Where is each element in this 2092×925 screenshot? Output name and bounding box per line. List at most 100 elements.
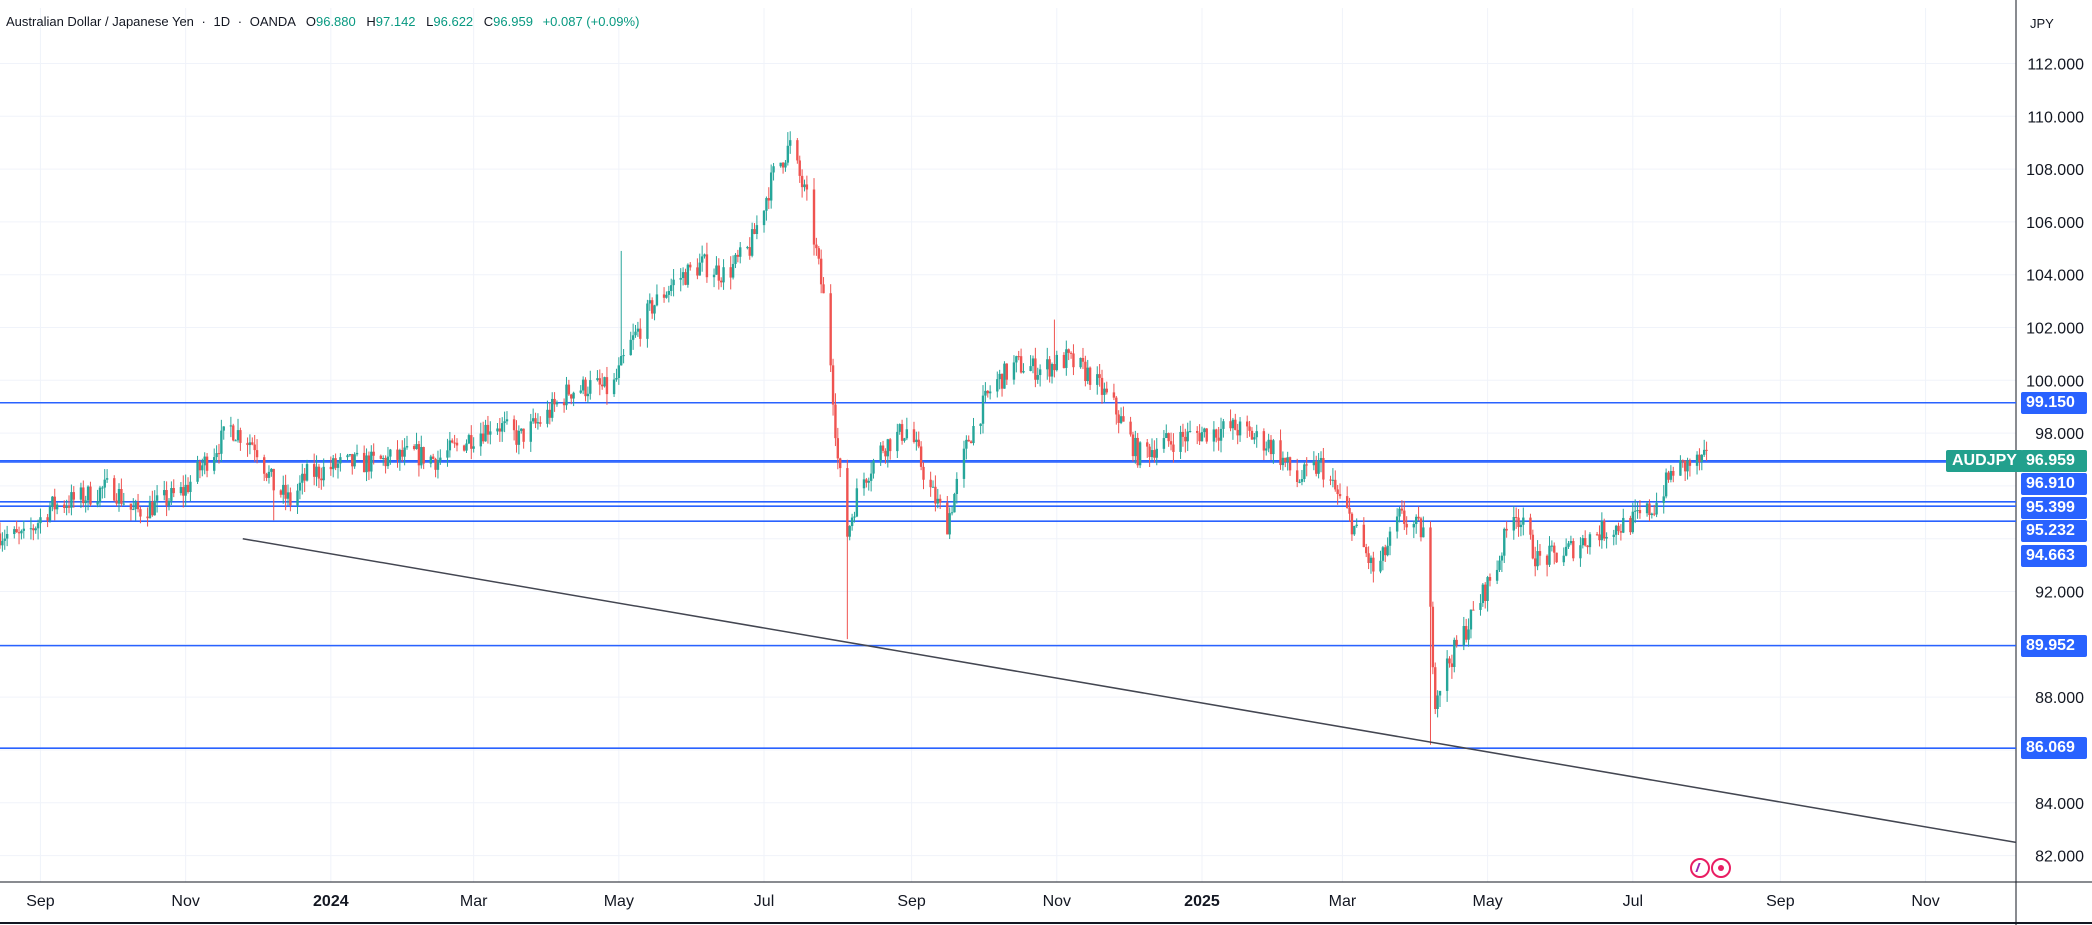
candle-body	[884, 450, 887, 457]
candle-body	[817, 248, 820, 259]
candle-body	[1467, 629, 1470, 640]
price-tick-label: 110.000	[2027, 109, 2084, 126]
candle-body	[1669, 470, 1673, 480]
interval-label[interactable]: 1D	[213, 14, 231, 29]
candle-body	[1084, 361, 1087, 382]
candle-body	[1017, 356, 1020, 358]
candle-body	[1702, 449, 1706, 455]
candle-body	[1172, 444, 1175, 452]
candle-body	[1617, 525, 1620, 532]
candle-body	[769, 172, 773, 201]
candle-body	[834, 404, 837, 439]
candle-body	[82, 487, 85, 504]
candle-body	[182, 487, 185, 496]
candle-body	[1583, 538, 1587, 546]
candle-body	[1179, 431, 1182, 452]
candle-body	[1455, 639, 1458, 646]
candle-body	[1200, 432, 1204, 442]
candle-body	[217, 453, 221, 455]
candle-body	[1636, 510, 1639, 512]
candle-body	[815, 244, 818, 249]
candle-body	[1336, 489, 1339, 495]
candle-body	[431, 456, 435, 459]
candle-body	[546, 409, 549, 424]
candle-body	[379, 455, 383, 459]
candle-body	[136, 502, 140, 510]
candle-body	[1169, 441, 1173, 445]
candle-body	[881, 445, 885, 451]
lightning-alert-icon[interactable]	[1690, 858, 1710, 878]
candle-body	[282, 484, 285, 495]
horizontal-levels[interactable]	[0, 401, 2016, 749]
price-tick-label: 102.000	[2026, 320, 2084, 337]
candle-body	[1538, 551, 1542, 556]
candle-body	[1705, 449, 1708, 451]
candle-body	[838, 458, 842, 469]
candle-body	[855, 488, 859, 517]
candle-body	[550, 398, 554, 418]
candle-body	[1381, 547, 1385, 561]
candle-body	[679, 277, 682, 280]
candle-body	[86, 486, 90, 501]
trend-line[interactable]	[242, 537, 2017, 844]
candle-body	[322, 466, 325, 481]
candle-body	[220, 430, 223, 454]
candle-body	[650, 300, 654, 314]
candle-body	[262, 457, 266, 474]
candle-body	[301, 473, 304, 483]
candle-body	[15, 529, 18, 533]
candle-body	[332, 458, 335, 470]
candle-body	[898, 424, 901, 432]
candle-body	[1629, 517, 1632, 533]
time-axis[interactable]: Sep Nov 2024 Mar May Jul Sep Nov 2025 Mar May Jul Se…	[26, 893, 1940, 910]
price-axis[interactable]: 82.000 84.000 88.000 92.000 98.000 100.000 102…	[2026, 56, 2084, 865]
candle-body	[296, 490, 299, 506]
candle-body	[184, 484, 187, 496]
candle-body	[1150, 450, 1154, 458]
candle-body	[596, 378, 599, 381]
candle-body	[1015, 356, 1018, 363]
candle-body	[63, 504, 66, 508]
candle-body	[1672, 470, 1675, 476]
candle-body	[1362, 524, 1366, 548]
candle-body	[1253, 437, 1256, 440]
candle-body	[479, 433, 482, 447]
candle-body	[234, 440, 237, 442]
candle-body	[698, 262, 701, 276]
candle-body	[1448, 658, 1451, 664]
candle-body	[382, 457, 385, 459]
candle-body	[1588, 534, 1592, 548]
candle-body	[1231, 419, 1235, 429]
symbol-name[interactable]: Australian Dollar / Japanese Yen	[6, 14, 194, 29]
candle-body	[1353, 525, 1356, 535]
candle-body	[1136, 437, 1139, 466]
candle-body	[465, 443, 468, 451]
candle-body	[1633, 510, 1637, 512]
candle-body	[255, 450, 259, 458]
candle-body	[1329, 479, 1332, 481]
candle-body	[631, 335, 635, 340]
candle-body	[822, 284, 825, 294]
candle-body	[1272, 440, 1275, 455]
candle-body	[1414, 516, 1418, 525]
candle-body	[850, 517, 854, 527]
event-icons[interactable]	[1690, 858, 1732, 878]
candle-body	[705, 254, 709, 278]
candle-body	[434, 458, 437, 470]
candle-body	[1034, 358, 1037, 380]
candle-body	[1419, 518, 1423, 538]
candle-body	[1529, 517, 1532, 535]
candle-body	[1072, 353, 1075, 368]
candle-body	[1184, 436, 1187, 442]
candle-body	[129, 503, 133, 510]
candle-body	[938, 498, 942, 503]
currency-unit-label[interactable]: JPY	[2030, 16, 2054, 31]
candle-body	[612, 379, 616, 395]
record-dot-icon[interactable]	[1711, 858, 1731, 878]
candle-body	[1505, 528, 1508, 531]
candle-body	[1198, 432, 1201, 442]
candle-body	[1079, 357, 1082, 368]
candle-body	[1250, 430, 1254, 440]
candle-body	[636, 328, 640, 332]
